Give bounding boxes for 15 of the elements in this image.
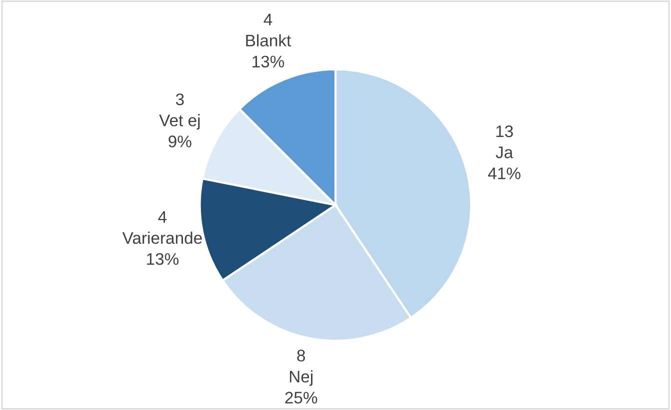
slice-label: Nej: [290, 370, 312, 386]
data-label: 4: [264, 14, 272, 26]
slice-label: Blankt: [246, 34, 292, 46]
text: 13%: [252, 56, 284, 68]
text: 13%: [147, 253, 179, 265]
slice-label: Vet ej: [159, 114, 200, 130]
data-label: 8: [297, 350, 305, 362]
slice-label: Ja: [496, 146, 514, 158]
text: 9%: [168, 136, 192, 148]
slice-label: Varierande: [122, 232, 202, 244]
data-label: 3: [176, 93, 184, 106]
text: 25%: [285, 392, 318, 404]
data-label: 13: [496, 125, 513, 138]
text: 41%: [488, 168, 520, 180]
data-label: 4: [158, 211, 167, 223]
